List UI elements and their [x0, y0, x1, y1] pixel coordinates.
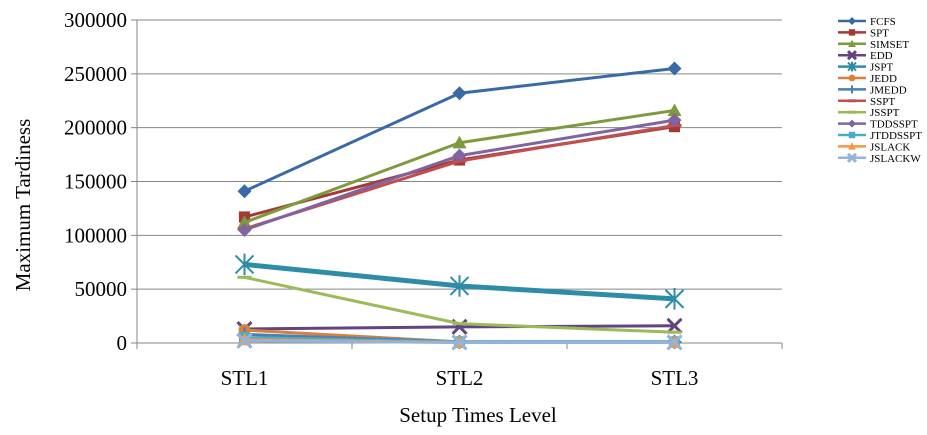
data-point [449, 275, 470, 297]
legend-label: EDD [870, 50, 893, 62]
legend-label: TDDSSPT [870, 119, 918, 131]
series-jsspt [237, 275, 682, 334]
x-tick-label: STL2 [436, 366, 484, 390]
y-tick-label: 0 [117, 331, 128, 355]
data-point [237, 184, 252, 199]
legend-entry: JSPT [838, 62, 894, 74]
series-tddsspt [237, 113, 682, 237]
x-tick-label: STL3 [651, 366, 699, 390]
y-tick-label: 200000 [64, 116, 127, 140]
legend-swatch-marker [846, 50, 858, 61]
data-point [666, 317, 683, 334]
data-point [237, 222, 252, 237]
y-tick-label: 100000 [64, 223, 127, 247]
data-point [451, 334, 468, 351]
data-point [234, 253, 255, 276]
legend-entry: EDD [838, 50, 893, 62]
legend-label: FCFS [870, 16, 896, 28]
legend-label: SPT [870, 27, 889, 39]
data-point [664, 288, 685, 310]
legend: FCFSSPTSIMSETEDDJSPTJEDDJMEDDSSPTJSSPTTD… [838, 16, 922, 165]
legend-swatch-marker [848, 39, 856, 47]
data-point [452, 135, 467, 149]
data-point [452, 86, 467, 101]
legend-label: JTDDSSPT [870, 130, 922, 142]
legend-label: JSLACK [870, 141, 910, 153]
data-point [667, 113, 682, 128]
legend-swatch-marker [848, 85, 856, 94]
legend-swatch-marker [848, 17, 856, 25]
legend-swatch-marker [848, 119, 856, 128]
legend-label: SIMSET [870, 39, 909, 51]
data-point [667, 103, 682, 117]
legend-entry: JSSPT [838, 107, 900, 119]
legend-entry: SPT [838, 27, 889, 39]
data-point [452, 148, 467, 163]
legend-entry: SSPT [838, 96, 895, 108]
legend-swatch-marker [848, 74, 856, 82]
y-tick-label: 150000 [64, 170, 127, 194]
legend-label: JEDD [870, 73, 897, 85]
series-jslackw [236, 332, 683, 351]
y-tick-label: 50000 [75, 277, 128, 301]
series-simset [237, 103, 682, 229]
y-tick-label: 300000 [64, 8, 127, 32]
plot-area [234, 61, 685, 351]
legend-label: JMEDD [870, 84, 907, 96]
legend-entry: JEDD [838, 73, 897, 85]
legend-entry: TDDSSPT [838, 119, 918, 131]
y-tick-label: 250000 [64, 62, 127, 86]
legend-entry: FCFS [838, 16, 896, 28]
y-axis-title: Maximum Tardiness [11, 119, 35, 292]
series-jspt [234, 253, 685, 310]
legend-label: JSLACKW [870, 153, 921, 165]
legend-swatch-marker [848, 29, 856, 36]
legend-entry: JTDDSSPT [838, 130, 922, 142]
legend-label: JSSPT [870, 107, 900, 119]
series-fcfs [237, 61, 682, 199]
data-point [237, 215, 252, 229]
axes: 0 50000 100000 150000 200000 250000 300000 STL1… [64, 8, 783, 390]
x-axis-title: Setup Times Level [399, 403, 557, 427]
legend-swatch-marker [846, 152, 858, 163]
legend-swatch-marker [848, 142, 856, 150]
legend-label: SSPT [870, 96, 895, 108]
legend-label: JSPT [870, 62, 894, 74]
data-point [666, 334, 683, 351]
data-point [236, 332, 253, 349]
x-tick-label: STL1 [221, 366, 269, 390]
legend-entry: SIMSET [838, 39, 909, 51]
legend-swatch-marker [847, 61, 857, 72]
legend-entry: JSLACK [838, 141, 910, 153]
legend-entry: JSLACKW [838, 152, 921, 165]
legend-swatch-marker [848, 131, 856, 139]
data-point [667, 61, 682, 76]
legend-entry: JMEDD [838, 84, 907, 96]
